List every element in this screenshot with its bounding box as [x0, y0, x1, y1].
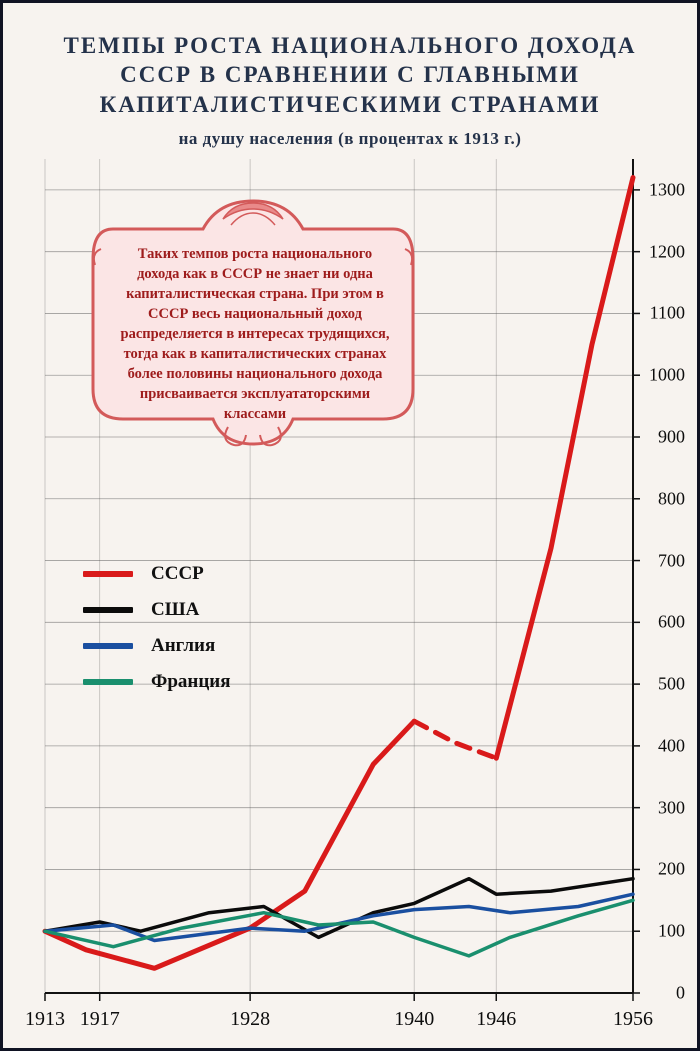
callout-cartouche: Таких темпов роста национального дохода … [73, 189, 433, 474]
chart-subtitle: на душу населения (в процентах к 1913 г.… [3, 129, 697, 149]
legend-item: США [83, 599, 231, 621]
cartouche-text: Таких темпов роста национального дохода … [119, 244, 391, 424]
legend-item: Франция [83, 671, 231, 693]
legend-label: Англия [151, 635, 215, 657]
legend-label: США [151, 599, 199, 621]
title-line: СССР В СРАВНЕНИИ С ГЛАВНЫМИ [53, 60, 647, 89]
legend-swatch [83, 679, 133, 685]
legend: СССР США Англия Франция [83, 563, 231, 707]
chart-title: ТЕМПЫ РОСТА НАЦИОНАЛЬНОГО ДОХОДА СССР В … [3, 3, 697, 123]
legend-item: Англия [83, 635, 231, 657]
legend-swatch [83, 607, 133, 613]
title-line: ТЕМПЫ РОСТА НАЦИОНАЛЬНОГО ДОХОДА [53, 31, 647, 60]
legend-label: СССР [151, 563, 204, 585]
legend-item: СССР [83, 563, 231, 585]
legend-swatch [83, 643, 133, 649]
title-line: КАПИТАЛИСТИЧЕСКИМИ СТРАНАМИ [53, 90, 647, 119]
legend-label: Франция [151, 671, 231, 693]
legend-swatch [83, 571, 133, 577]
